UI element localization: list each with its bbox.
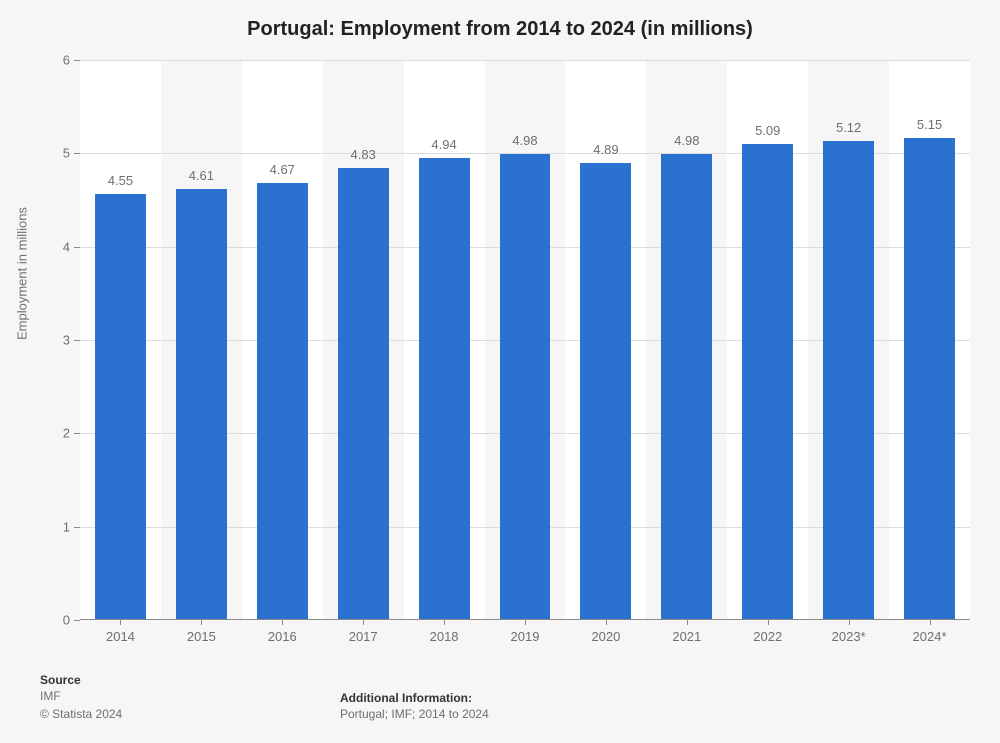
bar-value-label: 4.98 (512, 133, 537, 154)
y-tick-label: 4 (63, 239, 80, 254)
x-tick-label: 2020 (591, 619, 620, 644)
y-tick-label: 0 (63, 613, 80, 628)
bar-value-label: 4.67 (270, 162, 295, 183)
y-tick-label: 3 (63, 333, 80, 348)
bar: 4.55 (95, 194, 146, 619)
x-tick-label: 2021 (672, 619, 701, 644)
x-tick-label: 2015 (187, 619, 216, 644)
bar: 4.98 (661, 154, 712, 619)
x-tick-label: 2024* (913, 619, 947, 644)
bar-value-label: 4.89 (593, 142, 618, 163)
y-tick-label: 2 (63, 426, 80, 441)
copyright-text: © Statista 2024 (40, 705, 122, 723)
bar: 5.12 (823, 141, 874, 619)
x-tick-label: 2017 (349, 619, 378, 644)
x-tick-label: 2019 (511, 619, 540, 644)
additional-info-text: Portugal; IMF; 2014 to 2024 (340, 705, 489, 723)
x-tick-label: 2014 (106, 619, 135, 644)
gridline (80, 60, 970, 61)
source-text: IMF (40, 687, 122, 705)
bar: 4.94 (419, 158, 470, 619)
x-tick-label: 2023* (832, 619, 866, 644)
bar: 5.15 (904, 138, 955, 619)
bar-value-label: 4.55 (108, 173, 133, 194)
bar-value-label: 5.12 (836, 120, 861, 141)
bar-value-label: 4.61 (189, 168, 214, 189)
bar-value-label: 4.83 (351, 147, 376, 168)
bar: 4.67 (257, 183, 308, 619)
bar-value-label: 4.94 (431, 137, 456, 158)
additional-info-header: Additional Information: (340, 691, 489, 705)
y-tick-label: 6 (63, 53, 80, 68)
y-tick-label: 5 (63, 146, 80, 161)
x-tick-label: 2022 (753, 619, 782, 644)
x-tick-label: 2018 (430, 619, 459, 644)
bar: 4.98 (500, 154, 551, 619)
bar: 4.89 (580, 163, 631, 619)
x-tick-label: 2016 (268, 619, 297, 644)
bar-value-label: 5.09 (755, 123, 780, 144)
bar-value-label: 5.15 (917, 117, 942, 138)
bar: 4.83 (338, 168, 389, 619)
bar: 5.09 (742, 144, 793, 619)
source-header: Source (40, 673, 122, 687)
chart-title: Portugal: Employment from 2014 to 2024 (… (0, 0, 1000, 41)
plot-area: 01234564.5520144.6120154.6720164.8320174… (80, 60, 970, 620)
y-tick-label: 1 (63, 519, 80, 534)
bar-value-label: 4.98 (674, 133, 699, 154)
bar: 4.61 (176, 189, 227, 619)
y-axis-label: Employment in millions (15, 207, 30, 340)
chart-container: Portugal: Employment from 2014 to 2024 (… (0, 0, 1000, 743)
